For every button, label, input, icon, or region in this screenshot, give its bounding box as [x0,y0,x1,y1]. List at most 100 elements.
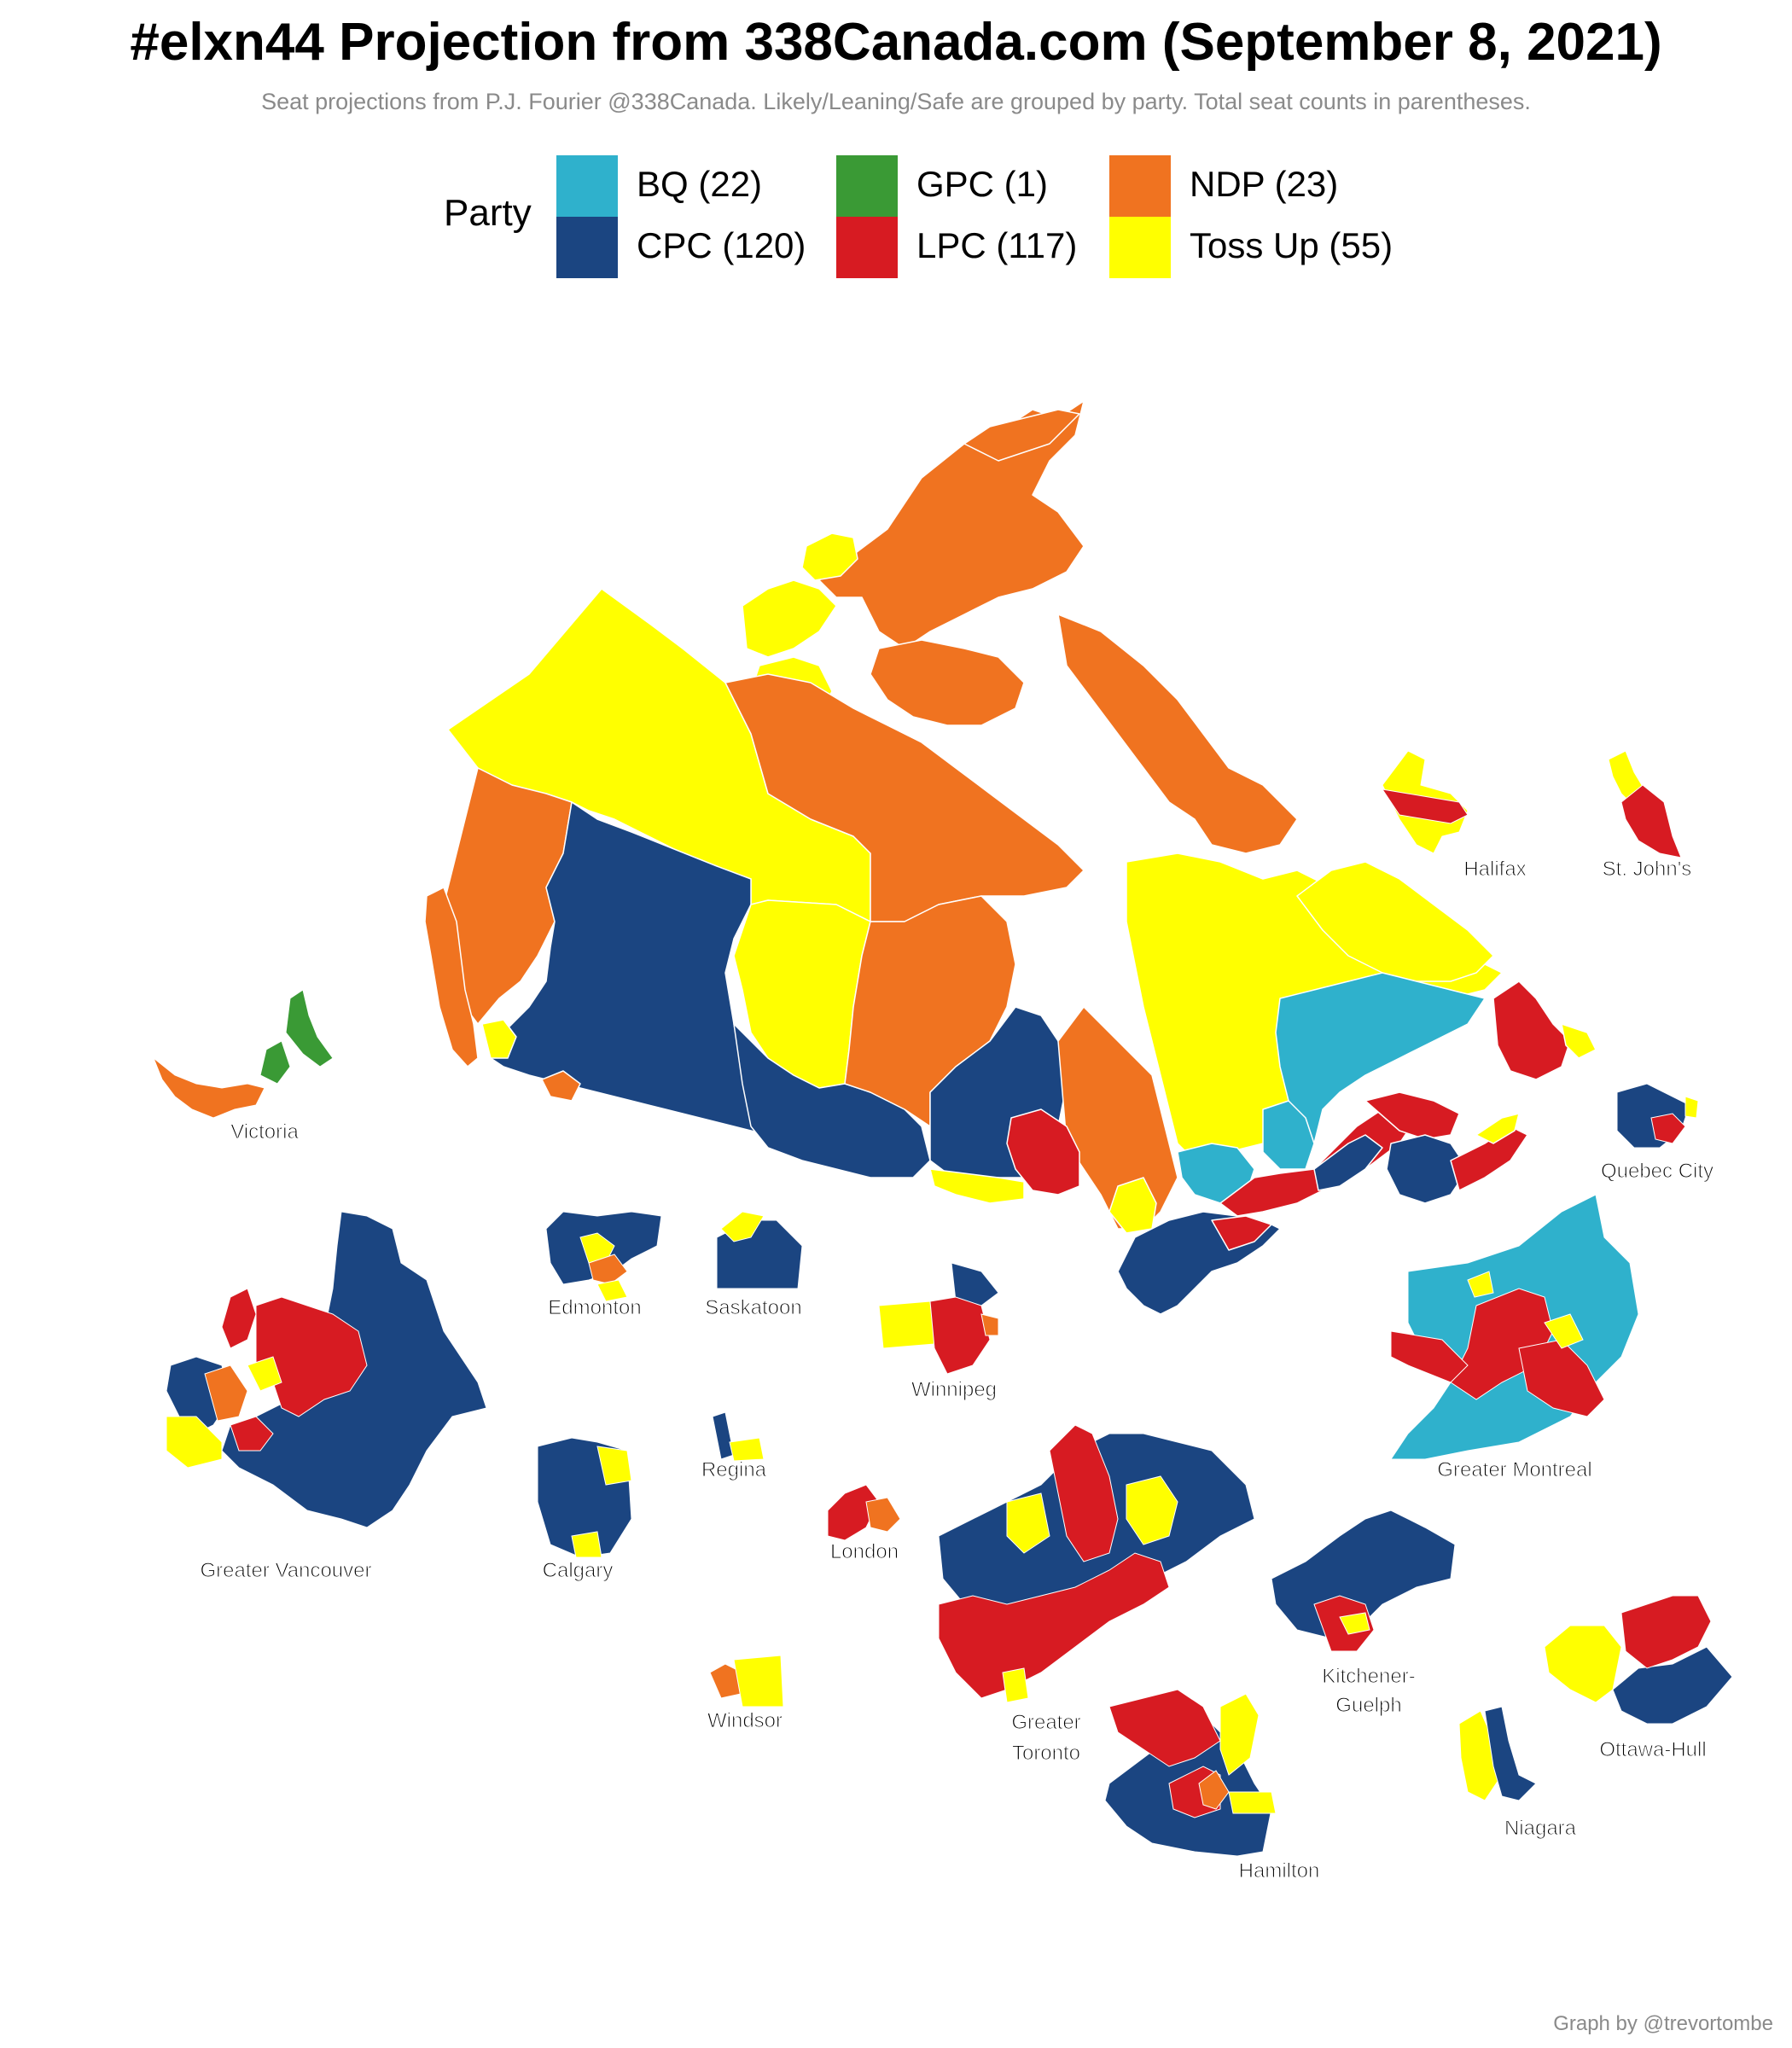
inset-winnipeg: Winnipeg [878,1262,999,1402]
vancouver-lpc-3 [230,1416,274,1452]
label-hamilton: Hamilton [1239,1859,1320,1882]
inset-st-johns: St. John's [1602,750,1692,881]
main-map [424,400,1597,1315]
toronto-tossup-2 [1006,1492,1050,1554]
region-manitoba-tossup [929,1168,1025,1204]
inset-quebec-city: Quebec City [1600,1083,1714,1184]
winnipeg-lpc [929,1296,991,1375]
legend-swatch [1109,155,1171,217]
label-st-johns: St. John's [1603,858,1692,881]
victoria-gpc-2 [259,1040,291,1085]
st-johns-lpc [1620,784,1682,858]
toronto-tossup [1126,1475,1178,1545]
inset-calgary: Calgary [537,1437,632,1583]
region-newfoundland-tossup [1561,1023,1597,1059]
label-windsor: Windsor [707,1709,783,1732]
inset-regina: Regina [701,1411,767,1482]
victoria-gpc [285,989,334,1068]
vancouver-tossup-2 [247,1356,282,1392]
london-ndp [865,1497,901,1533]
vancouver-ndp [204,1364,248,1422]
saskatoon-tossup [720,1211,765,1242]
region-quebec-south-cpc [1313,1134,1383,1191]
victoria-ndp [152,1056,265,1119]
chart-subtitle: Seat projections from P.J. Fourier @338C… [261,89,1531,114]
halifax-lpc [1381,788,1469,824]
label-saskatoon: Saskatoon [705,1296,801,1319]
ottawa-lpc [1620,1595,1712,1669]
winnipeg-cpc [951,1262,999,1306]
inset-hamilton: Hamilton [1104,1689,1320,1883]
label-quebec-city: Quebec City [1601,1160,1713,1183]
region-arctic-tossup-north [801,532,858,581]
graph-credit: Graph by @trevortombe [1553,2012,1773,2035]
label-victoria: Victoria [230,1120,299,1143]
inset-greater-montreal: Greater Montreal [1390,1194,1639,1482]
region-arctic-tossup-west [742,579,837,658]
toronto-lpc-corridor [1049,1424,1119,1562]
legend-label: LPC (117) [916,225,1078,265]
edmonton-ndp [588,1254,628,1285]
inset-halifax: Halifax [1381,750,1527,881]
label-london: London [830,1540,899,1563]
inset-saskatoon: Saskatoon [705,1211,803,1320]
calgary-tossup [596,1446,632,1486]
inset-greater-vancouver: Greater Vancouver [166,1211,487,1583]
hamilton-tossup [1219,1693,1260,1776]
winnipeg-tossup [878,1300,935,1349]
region-quebec-centre-bq [1262,1100,1315,1170]
label-calgary: Calgary [543,1559,614,1582]
toronto-tossup-3 [1002,1667,1029,1703]
region-ontario-lpc-belt [1211,1215,1272,1251]
vancouver-lpc-2 [221,1288,257,1349]
calgary-tossup-2 [571,1531,602,1558]
legend-title: Party [444,192,532,234]
label-niagara: Niagara [1504,1817,1577,1840]
region-alberta-bc-interior [490,801,769,1136]
winnipeg-ndp [980,1313,999,1336]
edmonton-tossup [579,1232,615,1264]
region-northern-ontario [1057,1006,1178,1230]
legend-label: NDP (23) [1190,164,1339,204]
montreal-lpc-2 [1390,1330,1469,1383]
inset-london: London [827,1484,901,1564]
legend-swatch [556,155,618,217]
region-thunder-bay [1006,1108,1080,1196]
region-nunavut-arctic-islands [818,400,1085,649]
ottawa-tossup [1544,1625,1622,1703]
inset-edmonton: Edmonton [545,1211,662,1320]
legend-swatch [836,217,898,278]
hamilton-ndp [1198,1770,1230,1810]
hamilton-lpc [1108,1689,1221,1767]
region-labrador [1296,861,1494,982]
label-greater-toronto-1: Greater [1011,1711,1080,1734]
legend-swatch [836,155,898,217]
label-greater-montreal: Greater Montreal [1437,1458,1591,1481]
inset-ottawa-hull: Ottawa-Hull [1544,1595,1733,1762]
legend-swatch [1109,217,1171,278]
region-bc-southwest-tossup [481,1019,517,1059]
legend-label: Toss Up (55) [1190,225,1393,265]
ottawa-cpc [1612,1646,1733,1725]
label-greater-vancouver: Greater Vancouver [201,1559,372,1582]
region-nova-scotia-tossup [1475,1113,1520,1144]
label-regina: Regina [701,1458,767,1481]
label-edmonton: Edmonton [548,1296,641,1319]
region-baffin [1057,614,1298,854]
label-kitchener-guelph-2: Guelph [1335,1694,1401,1717]
montreal-tossup-2 [1467,1271,1494,1298]
region-bc-okanagan-ndp [541,1070,581,1102]
region-ellesmere [963,409,1080,462]
region-new-brunswick [1386,1134,1469,1204]
regina-tossup [729,1437,765,1462]
quebec-city-tossup [1684,1096,1699,1119]
region-bc-coast [424,887,479,1068]
legend-label: GPC (1) [916,164,1049,204]
edmonton-tossup-2 [596,1279,628,1302]
legend-swatch [556,217,618,278]
inset-victoria: Victoria [152,989,334,1144]
windsor-tossup [733,1655,784,1708]
label-kitchener-guelph-1: Kitchener- [1322,1665,1415,1688]
label-ottawa-hull: Ottawa-Hull [1599,1738,1706,1761]
